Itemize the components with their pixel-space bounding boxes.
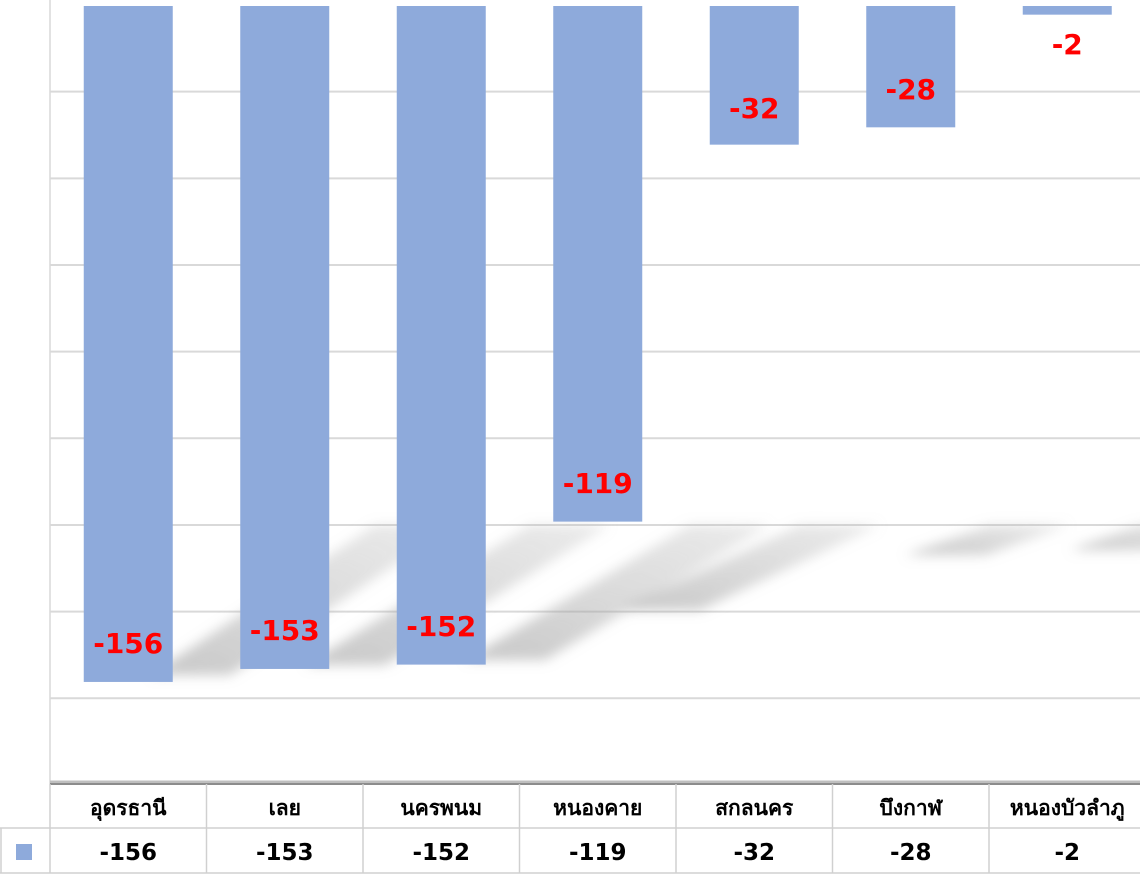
table-value: -2 bbox=[1054, 840, 1080, 866]
data-labels: -156 -153 -152 -119 -32 -28 -2 bbox=[93, 28, 1083, 660]
bar-shadow bbox=[620, 525, 880, 610]
legend-key bbox=[16, 844, 32, 860]
bar bbox=[1022, 6, 1112, 15]
data-label: -32 bbox=[729, 92, 780, 125]
table-value: -152 bbox=[412, 840, 470, 866]
data-label: -153 bbox=[250, 614, 320, 647]
bar bbox=[83, 6, 173, 682]
data-label: -152 bbox=[406, 610, 476, 643]
data-table: อุดรธานี -156 เลย -153 นครพนม -152 หนองคาย -119… bbox=[0, 780, 1140, 874]
bar bbox=[396, 6, 486, 665]
category-label: บึงกาฬ bbox=[880, 796, 944, 820]
table-value: -119 bbox=[569, 840, 627, 866]
category-label: สกลนคร bbox=[715, 796, 794, 820]
table-value: -28 bbox=[890, 840, 932, 866]
category-label: เลย bbox=[269, 796, 301, 820]
data-label: -2 bbox=[1052, 28, 1083, 61]
bar bbox=[553, 6, 643, 522]
category-label: หนองบัวลำภู bbox=[1010, 796, 1125, 822]
table-value: -153 bbox=[256, 840, 314, 866]
data-label: -28 bbox=[885, 73, 936, 106]
bars bbox=[83, 6, 1112, 682]
data-label: -119 bbox=[563, 467, 633, 500]
table-value: -32 bbox=[733, 840, 775, 866]
bar bbox=[709, 6, 799, 145]
bar-shadow bbox=[1070, 525, 1140, 550]
bar bbox=[866, 6, 956, 128]
data-label: -156 bbox=[93, 627, 163, 660]
category-label: อุดรธานี bbox=[90, 796, 167, 822]
table-value: -156 bbox=[99, 840, 157, 866]
category-label: หนองคาย bbox=[553, 796, 642, 820]
bar bbox=[240, 6, 330, 669]
bar-shadow bbox=[465, 525, 770, 660]
category-label: นครพนม bbox=[400, 796, 482, 820]
bar-shadow bbox=[905, 525, 1070, 555]
